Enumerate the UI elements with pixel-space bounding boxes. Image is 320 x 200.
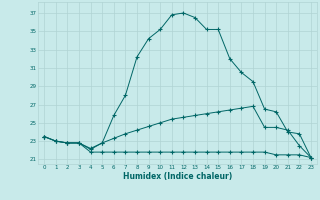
X-axis label: Humidex (Indice chaleur): Humidex (Indice chaleur)	[123, 172, 232, 181]
